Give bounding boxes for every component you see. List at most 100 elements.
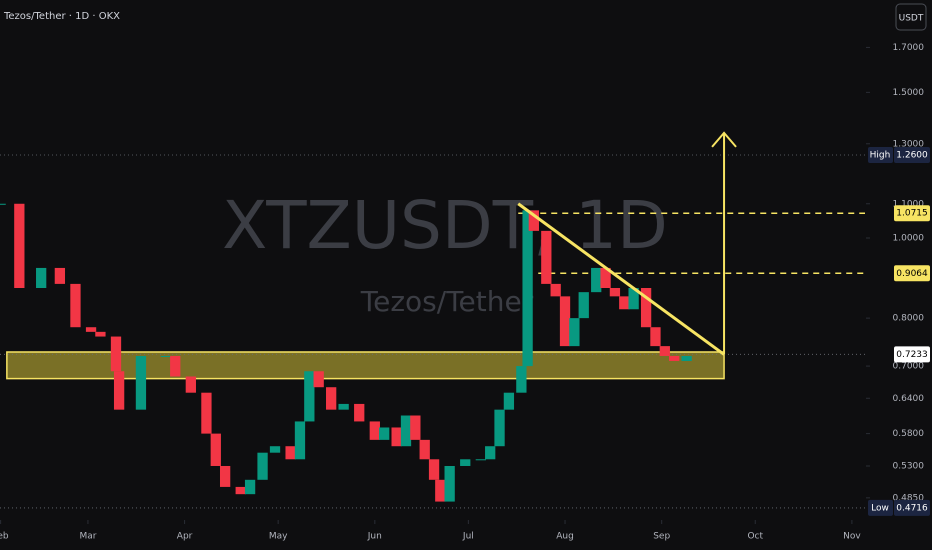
price-tag-label: 0.7233 xyxy=(896,350,928,360)
candle xyxy=(294,421,306,460)
price-tag xyxy=(894,205,930,222)
trendline xyxy=(517,202,725,356)
y-tick-label: 1.1000 xyxy=(893,199,925,209)
candle xyxy=(391,427,402,447)
candle xyxy=(257,452,268,480)
candle xyxy=(0,203,6,205)
y-tick-label: 1.7000 xyxy=(893,43,925,53)
price-tag-label: 0.9064 xyxy=(896,269,928,279)
y-tick-label: 0.4850 xyxy=(893,493,925,503)
candle xyxy=(85,327,97,332)
x-tick-label: Feb xyxy=(0,532,9,542)
candle xyxy=(410,415,421,440)
candle xyxy=(400,415,412,447)
watermark-sub: Tezos/Tether xyxy=(360,285,534,318)
price-tag-label: 1.0715 xyxy=(896,209,928,219)
candle xyxy=(494,409,505,447)
candle xyxy=(185,376,196,393)
candle xyxy=(201,392,212,434)
candle xyxy=(669,355,680,361)
candle xyxy=(541,230,552,284)
price-tag xyxy=(894,346,930,363)
candle xyxy=(628,288,639,310)
candle xyxy=(640,288,652,328)
candle xyxy=(659,346,670,356)
candle xyxy=(36,267,47,289)
candle xyxy=(70,283,81,328)
price-tag xyxy=(894,499,930,516)
candle xyxy=(591,267,602,293)
candle xyxy=(550,283,561,297)
support-zone xyxy=(6,351,725,380)
candle xyxy=(419,439,430,460)
currency-button[interactable] xyxy=(895,3,927,31)
y-tick-label: 0.8000 xyxy=(893,314,925,324)
x-tick-label: Sep xyxy=(653,532,670,542)
candle xyxy=(522,210,533,367)
candle xyxy=(460,459,471,466)
candle xyxy=(528,210,539,231)
candle xyxy=(338,403,349,410)
y-tick-label: 0.5300 xyxy=(893,461,925,471)
x-tick-label: Mar xyxy=(79,532,96,542)
x-tick-label: Jun xyxy=(367,532,382,542)
price-tag-label: 0.4716 xyxy=(896,503,928,513)
candle xyxy=(113,371,125,410)
y-tick-label: 0.6400 xyxy=(893,394,925,404)
candle xyxy=(650,327,661,347)
x-tick-label: Oct xyxy=(747,532,763,542)
candle xyxy=(285,446,296,460)
candle xyxy=(210,433,221,466)
candle xyxy=(475,459,486,461)
price-tag-name: High xyxy=(870,150,891,160)
candle xyxy=(54,267,66,284)
candle xyxy=(135,355,147,410)
candle xyxy=(600,267,611,289)
candle xyxy=(269,446,281,453)
candle xyxy=(95,331,106,337)
currency[interactable]: USDT xyxy=(899,14,924,24)
watermark: XTZUSDT, 1D xyxy=(222,187,668,264)
candle xyxy=(503,392,515,410)
y-tick-label: 1.0000 xyxy=(893,233,925,243)
x-tick-label: Jul xyxy=(462,532,474,542)
candle xyxy=(428,459,440,480)
candle xyxy=(369,421,380,440)
candle xyxy=(170,355,181,377)
y-tick-label: 1.5000 xyxy=(893,88,925,98)
price-tag-label: 1.2600 xyxy=(896,150,928,160)
arrow-head xyxy=(711,131,737,148)
candle xyxy=(379,427,390,440)
candle xyxy=(14,203,25,289)
candle xyxy=(304,371,315,422)
x-tick-label: Nov xyxy=(843,532,861,542)
candle xyxy=(578,292,589,319)
candle xyxy=(244,479,256,495)
candle xyxy=(435,479,446,502)
price-tag-name: Low xyxy=(871,503,889,513)
candle xyxy=(516,366,527,393)
x-tick-label: Apr xyxy=(177,532,193,542)
y-tick-label: 0.5800 xyxy=(893,429,925,439)
candle xyxy=(559,296,571,347)
candle xyxy=(326,387,337,410)
candle xyxy=(444,465,455,502)
candle xyxy=(110,336,122,372)
candle xyxy=(619,296,630,310)
candle xyxy=(219,465,231,487)
price-tag xyxy=(894,265,930,282)
header: Tezos/Tether · 1D · OKX xyxy=(3,11,120,22)
x-tick-label: May xyxy=(269,532,288,542)
candle xyxy=(569,318,580,347)
candle xyxy=(485,446,496,460)
candle xyxy=(160,355,172,357)
price-tag-name-box xyxy=(868,499,893,516)
x-tick-label: Aug xyxy=(556,532,574,542)
y-tick-label: 1.3000 xyxy=(893,139,925,149)
price-tag xyxy=(894,146,930,163)
candle xyxy=(609,288,621,297)
price-tag-name-box xyxy=(868,146,893,163)
candle xyxy=(354,403,365,422)
